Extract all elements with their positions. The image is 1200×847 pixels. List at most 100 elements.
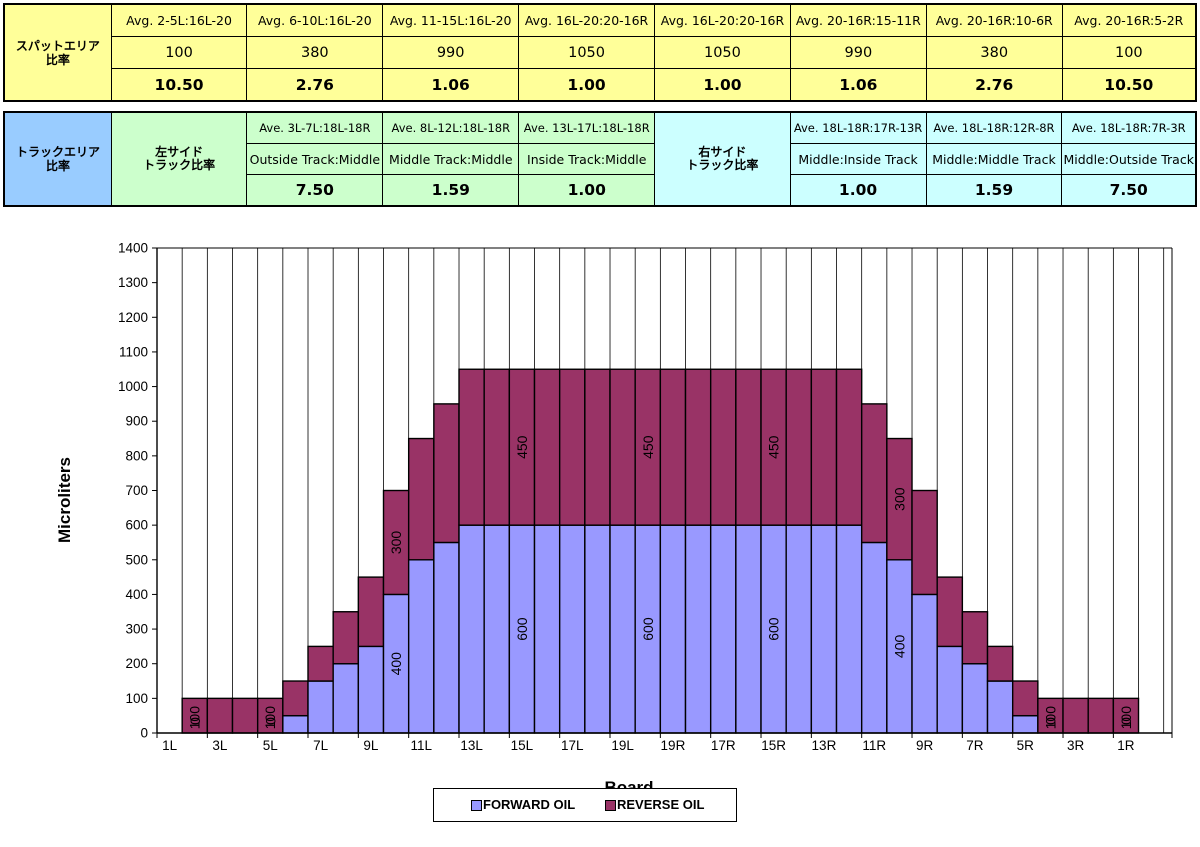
bar-segment [735, 524, 762, 734]
data-label: 600 [640, 617, 656, 641]
x-tick-label: 1L [162, 738, 178, 753]
bar-segment [357, 645, 385, 734]
bar-segment [307, 645, 334, 682]
bar-segment [860, 403, 888, 544]
right-side-label: 右サイド トラック比率 [654, 111, 791, 207]
spot-header: Avg. 6-10L:16L-20 [246, 3, 384, 37]
bar-segment [936, 645, 964, 734]
x-tick-label: 17R [711, 738, 736, 753]
bar-segment [911, 489, 938, 596]
x-tick-label: 17L [561, 738, 584, 753]
y-tick-label: 600 [125, 518, 148, 533]
x-tick-label: 1R [1117, 738, 1135, 753]
x-tick-label: 7L [313, 738, 329, 753]
y-tick-label: 1000 [118, 379, 148, 394]
right-track-ratio: 7.50 [1061, 174, 1197, 207]
bar-segment [709, 368, 737, 526]
bar-segment [961, 663, 989, 734]
bar-segment [558, 524, 586, 734]
bar-segment [407, 437, 435, 561]
spot-header: Avg. 16L-20:20-16R [654, 3, 791, 37]
bar-segment [282, 714, 309, 734]
bar-segment [558, 368, 586, 526]
right-track-name: Middle:Inside Track [789, 143, 927, 175]
right-track-name: Middle:Outside Track [1061, 143, 1197, 175]
bar-segment [508, 524, 536, 734]
data-label: 100 [1118, 706, 1134, 730]
data-label: 400 [388, 652, 404, 676]
y-tick-label: 100 [125, 691, 148, 706]
left-track-ratio: 1.59 [382, 174, 520, 207]
data-label: 0 [262, 717, 278, 725]
spot-value: 990 [382, 36, 520, 69]
bar-segment [483, 524, 511, 734]
bar-segment [911, 593, 938, 734]
bars [181, 368, 1140, 734]
bar-segment [659, 524, 687, 734]
bar-segment [609, 524, 636, 734]
right-track-header: Ave. 18L-18R:17R-13R [789, 111, 927, 144]
y-tick-label: 200 [125, 656, 148, 671]
left-track-header: Ave. 3L-7L:18L-18R [246, 111, 384, 144]
bar-segment [986, 645, 1014, 682]
right-track-name: Middle:Middle Track [925, 143, 1063, 175]
spot-value: 100 [1061, 36, 1197, 69]
data-label: 600 [766, 617, 782, 641]
bar-segment [584, 524, 611, 734]
bar-segment [961, 611, 989, 665]
bar-segment [634, 368, 662, 526]
data-label: 450 [514, 435, 530, 459]
x-tick-label: 19R [661, 738, 686, 753]
bar-segment [584, 368, 611, 526]
spot-ratio: 10.50 [110, 68, 248, 102]
data-label: 400 [891, 635, 907, 659]
bar-segment [1011, 714, 1039, 734]
spot-ratio: 2.76 [246, 68, 384, 102]
bar-segment [357, 576, 385, 648]
bar-segment [332, 611, 360, 665]
bar-segment [483, 368, 511, 526]
axes: 0100200300400500600700800900100011001200… [118, 241, 1173, 753]
left-track-name: Middle Track:Middle [382, 143, 520, 175]
bar-segment [1037, 697, 1064, 734]
bar-segment [684, 524, 712, 734]
bar-segment [860, 541, 888, 734]
x-tick-label: 7R [966, 738, 984, 753]
bar-segment [886, 437, 913, 561]
x-tick-label: 3R [1067, 738, 1085, 753]
spot-value: 100 [110, 36, 248, 69]
y-axis-title: Microliters [55, 457, 74, 543]
spot-header: Avg. 11-15L:16L-20 [382, 3, 520, 37]
bar-segment [835, 368, 863, 526]
spot-area-label: スパットエリア 比率 [3, 3, 112, 102]
bar-segment [835, 524, 863, 734]
right-track-header: Ave. 18L-18R:7R-3R [1061, 111, 1197, 144]
bar-segment [709, 524, 737, 734]
bar-segment [332, 663, 360, 734]
spot-value: 380 [246, 36, 384, 69]
x-tick-label: 5R [1017, 738, 1035, 753]
bar-segment [433, 403, 460, 544]
right-track-header: Ave. 18L-18R:12R-8R [925, 111, 1063, 144]
y-tick-label: 1300 [118, 275, 148, 290]
spot-value: 1050 [518, 36, 655, 69]
x-tick-label: 13L [460, 738, 483, 753]
data-label: 100 [1042, 706, 1058, 730]
legend: FORWARD OIL REVERSE OIL [433, 788, 737, 822]
spot-ratio: 1.00 [654, 68, 791, 102]
spot-header: Avg. 20-16R:10-6R [925, 3, 1063, 37]
bar-segment [1062, 697, 1089, 734]
spot-value: 990 [789, 36, 927, 69]
spot-ratio: 1.00 [518, 68, 655, 102]
data-label: 300 [388, 531, 404, 555]
bar-segment [231, 697, 259, 734]
x-tick-label: 19L [611, 738, 634, 753]
bar-segment [936, 576, 964, 648]
y-tick-label: 500 [125, 552, 148, 567]
x-tick-label: 3L [212, 738, 228, 753]
data-label: 450 [640, 435, 656, 459]
bar-segment [735, 368, 762, 526]
spot-value: 1050 [654, 36, 791, 69]
